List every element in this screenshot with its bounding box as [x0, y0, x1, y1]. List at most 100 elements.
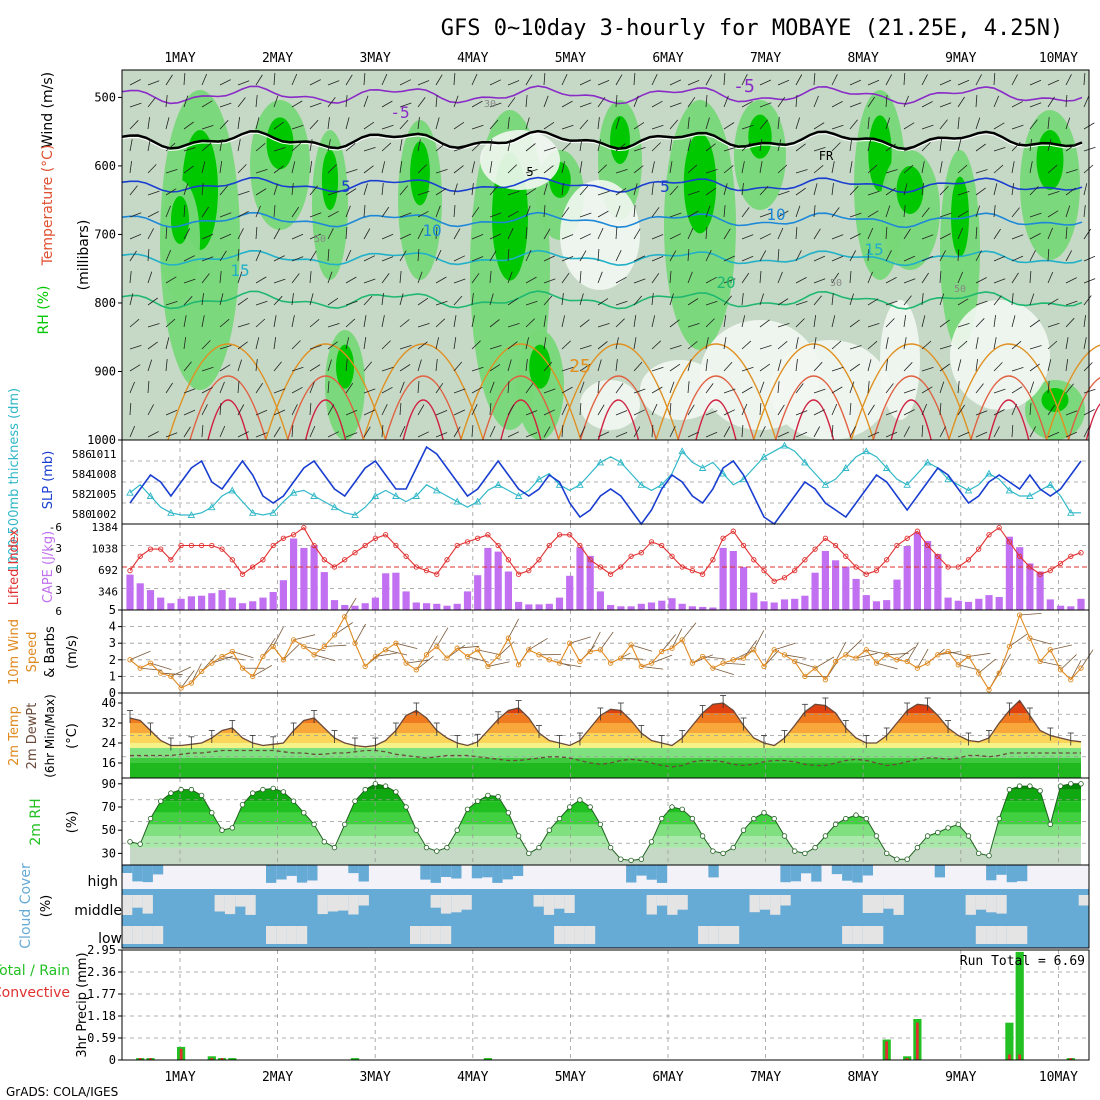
wind-barb: [921, 272, 929, 284]
wind-barb: [1019, 613, 1042, 616]
wind-barb: [903, 205, 906, 218]
wind-barb: [759, 402, 762, 416]
convective-bar: [149, 1058, 152, 1060]
wind-barb: [561, 100, 573, 108]
wind-barb: [1080, 649, 1094, 669]
wind-barb: [273, 72, 276, 86]
wind-barb: [417, 80, 430, 86]
wind-barb: [921, 367, 934, 372]
wind-barb: [561, 124, 574, 130]
wind-speed-point: [1027, 635, 1033, 641]
wind-barb: [615, 117, 620, 130]
middle-cloud-gap: [1078, 895, 1089, 906]
wind-barb: [651, 272, 660, 284]
wind-barb: [417, 164, 427, 174]
wind-barb: [471, 315, 475, 328]
wind-barb: [219, 120, 229, 130]
middle-cloud-gap: [543, 895, 555, 915]
warm-contour: [362, 343, 484, 441]
tick-label: 30: [102, 846, 116, 860]
wind-barb: [165, 318, 176, 328]
cape-bar: [1026, 563, 1034, 610]
thickness-point: [617, 458, 625, 466]
warm-contour: [597, 399, 640, 441]
wind-barb: [903, 362, 913, 372]
wind-barb: [903, 388, 916, 394]
precip-axis-label: 3hr Precip (mm): [75, 952, 90, 1057]
wind-barb: [399, 270, 402, 284]
lifted-index-point: [290, 532, 297, 538]
rh-point: [127, 839, 133, 845]
lifted-index-line: [129, 526, 1082, 582]
wind-barb: [201, 293, 204, 306]
wind-barb: [381, 315, 385, 328]
wind-barb: [1083, 183, 1088, 196]
wind-barb: [651, 340, 662, 350]
wind-barb: [687, 431, 700, 438]
wind-barb: [471, 234, 484, 240]
cape-bar: [924, 541, 932, 610]
wind-barb: [417, 404, 425, 416]
middle-cloud-gap: [430, 895, 441, 908]
slp-axis-label: SLP (mb): [41, 451, 56, 510]
wind-barb: [975, 169, 988, 174]
wind-barb: [273, 426, 281, 438]
warm-contour: [792, 399, 835, 441]
wind-barb: [795, 359, 798, 372]
wind-barb: [543, 255, 555, 262]
wind-barb: [255, 117, 260, 130]
wind-barb: [723, 95, 729, 108]
wind-axis-label-a: 10m Wind: [7, 619, 22, 685]
cape-bar: [525, 604, 533, 610]
wind-barb: [291, 183, 294, 196]
wind-barb: [849, 381, 855, 394]
wind-barb: [363, 147, 376, 152]
wind-barb: [998, 653, 1011, 674]
rh-point: [526, 850, 532, 857]
wind-barb: [435, 337, 439, 350]
wind-barb: [651, 403, 658, 416]
wind-barb: [849, 345, 862, 350]
wind-barb: [669, 426, 676, 438]
cape-bar: [484, 547, 492, 610]
tick-label: 0: [55, 563, 62, 576]
cape-bar: [361, 603, 369, 610]
wind-barb: [723, 662, 746, 665]
wind-barb: [993, 255, 1006, 262]
wind-barb: [363, 204, 366, 218]
middle-cloud-gap: [759, 895, 771, 910]
wind-barb: [309, 250, 317, 262]
wind-barb: [129, 212, 142, 218]
rh-band: [130, 801, 1081, 813]
wind-barb: [651, 100, 663, 108]
wind-barb: [957, 210, 969, 218]
wind-barb: [741, 74, 748, 86]
wind-barb: [669, 212, 682, 218]
rh-band: [130, 783, 1081, 790]
wind-barb: [633, 147, 646, 152]
wind-barb: [345, 205, 351, 218]
wind-barb: [1029, 250, 1036, 262]
wind-barb: [363, 315, 367, 328]
wind-barb: [885, 300, 898, 306]
wind-barb: [453, 204, 456, 218]
wind-barb: [633, 204, 636, 218]
wind-barb: [1065, 143, 1077, 152]
wind-barb: [849, 139, 853, 152]
lifted-index-point: [853, 564, 859, 570]
wind-barb: [993, 278, 1006, 284]
wind-barb: [309, 271, 312, 284]
wind-barb: [291, 293, 294, 306]
rh-point: [965, 833, 972, 839]
cape-bar: [750, 592, 758, 610]
wind-barb: [867, 79, 880, 86]
wind-barb: [507, 139, 511, 152]
wind-barb: [615, 226, 618, 240]
wind-barb: [633, 295, 643, 306]
wind-barb: [399, 79, 411, 86]
low-cloud-gap: [142, 926, 153, 944]
cape-bar: [842, 566, 850, 610]
lifted-index-point: [781, 575, 788, 581]
wind-barb: [795, 383, 804, 394]
wind-barb: [417, 139, 421, 152]
